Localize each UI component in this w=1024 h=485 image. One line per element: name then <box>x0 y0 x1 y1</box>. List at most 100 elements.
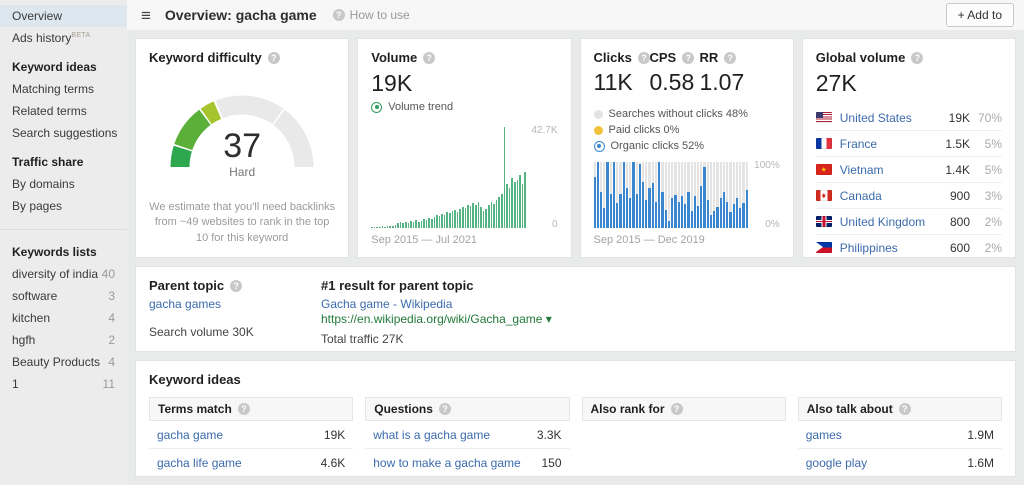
sidebar-item-related-terms[interactable]: Related terms <box>12 104 87 118</box>
clicks-title: Clicks <box>593 50 632 65</box>
help-icon[interactable]: ? <box>230 279 243 292</box>
list-count: 40 <box>101 267 115 281</box>
help-icon: ? <box>332 9 345 21</box>
parent-topic-card: Parent topic ? gacha games Search volume… <box>135 266 1016 352</box>
parent-topic-link[interactable]: gacha games <box>149 297 222 311</box>
also-rank-for-column: Also rank for ? <box>581 397 786 476</box>
sidebar-list-item[interactable]: 1 11 <box>0 373 127 395</box>
sidebar-item-overview[interactable]: Overview <box>0 5 127 27</box>
volume-axis-max: 42.7K <box>531 125 558 136</box>
help-icon[interactable]: ? <box>237 403 250 415</box>
country-link[interactable]: United States <box>839 110 912 125</box>
keyword-link[interactable]: games <box>805 428 842 442</box>
how-to-use-link[interactable]: ? How to use <box>332 8 410 22</box>
country-pct: 5% <box>984 162 1002 177</box>
sidebar-list-item[interactable]: software 3 <box>0 285 127 307</box>
help-icon[interactable]: ? <box>423 51 436 64</box>
result-url-link[interactable]: https://en.wikipedia.org/wiki/Gacha_game <box>321 312 543 326</box>
kd-gauge-center: 37 Hard <box>154 129 330 179</box>
list-count: 4 <box>108 311 115 325</box>
add-to-button[interactable]: + Add to <box>945 3 1014 27</box>
list-label: kitchen <box>12 311 51 325</box>
metrics-row: Keyword difficulty ? 37 Hard We estimate… <box>135 38 1016 258</box>
volume-value: 19K <box>371 70 413 96</box>
list-count: 4 <box>108 355 115 369</box>
list-label: hgfh <box>12 333 36 347</box>
keyword-link[interactable]: how to make a gacha game <box>373 456 521 470</box>
kd-label: Hard <box>229 165 256 179</box>
help-icon[interactable]: ? <box>682 51 695 64</box>
country-link[interactable]: United Kingdom <box>839 214 926 229</box>
sidebar-item-by-pages[interactable]: By pages <box>12 199 63 213</box>
list-label: diversity of india <box>12 267 99 281</box>
list-count: 2 <box>108 333 115 347</box>
volume-date-range: Sep 2015 — Jul 2021 <box>371 234 478 246</box>
sidebar-item-by-domains[interactable]: By domains <box>12 177 75 191</box>
country-link[interactable]: France <box>839 136 878 151</box>
legend-searches-without-clicks: Searches without clicks 48% <box>593 108 780 120</box>
help-icon[interactable]: ? <box>911 51 924 64</box>
sidebar-list-item[interactable]: Beauty Products 4 <box>0 351 127 373</box>
beta-badge: BETA <box>71 32 91 39</box>
column-header: Also rank for ? <box>581 397 786 421</box>
volume-card: Volume ? 19K Volume trend 42.7K 0 Sep 20… <box>357 38 572 258</box>
help-icon[interactable]: ? <box>670 403 683 415</box>
keyword-difficulty-card: Keyword difficulty ? 37 Hard We estimate… <box>135 38 350 258</box>
keyword-volume: 1.6M <box>967 456 994 470</box>
sidebar-item-matching-terms[interactable]: Matching terms <box>12 82 95 96</box>
rr-title-row: RR ? <box>700 50 750 65</box>
clicks-axis-max: 100% <box>754 160 780 171</box>
sidebar-item-ads-history[interactable]: Ads historyBETA <box>0 27 127 49</box>
hamburger-menu-icon[interactable]: ≡ <box>141 5 151 25</box>
sidebar-header-keywords-lists: Keywords lists <box>12 245 97 259</box>
keyword-ideas-title: Keyword ideas <box>149 372 241 387</box>
result-page-link[interactable]: Gacha game - Wikipedia <box>321 297 453 311</box>
us-flag-icon <box>815 112 832 123</box>
kd-gauge-svg <box>170 95 314 168</box>
clicks-card: Clicks ? CPS ? RR ? 11K 0.58 1.07 <box>579 38 794 258</box>
column-header: Questions ? <box>365 397 570 421</box>
column-header: Also talk about ? <box>797 397 1002 421</box>
sidebar-header-keyword-ideas: Keyword ideas <box>12 60 97 74</box>
volume-title: Volume <box>371 50 418 65</box>
help-icon[interactable]: ? <box>724 51 737 64</box>
url-caret-down-icon[interactable]: ▾ <box>545 312 552 326</box>
keyword-volume: 1.9M <box>967 428 994 442</box>
sidebar-list-item[interactable]: diversity of india 40 <box>0 263 127 285</box>
sidebar-list-item[interactable]: hgfh 2 <box>0 329 127 351</box>
country-row: United States 19K 70% <box>815 105 1002 131</box>
country-link[interactable]: Vietnam <box>839 162 884 177</box>
sidebar-list-item[interactable]: kitchen 4 <box>0 307 127 329</box>
cps-title: CPS <box>649 50 677 65</box>
list-label: software <box>12 289 58 303</box>
keyword-link[interactable]: what is a gacha game <box>373 428 490 442</box>
help-icon[interactable]: ? <box>267 51 280 64</box>
philippines-flag-icon <box>815 242 832 253</box>
card-title-row: Parent topic ? <box>149 278 321 293</box>
kd-gauge: 37 Hard <box>154 79 330 179</box>
topbar: ≡ Overview: gacha game ? How to use + Ad… <box>127 0 1024 30</box>
country-pct: 70% <box>977 110 1002 125</box>
kd-value: 37 <box>223 127 262 165</box>
keyword-link[interactable]: gacha game <box>157 428 224 442</box>
country-link[interactable]: Canada <box>839 188 882 203</box>
volume-trend-dot-icon <box>371 101 383 113</box>
help-icon[interactable]: ? <box>637 51 650 64</box>
sidebar-item-search-suggestions[interactable]: Search suggestions <box>12 126 118 140</box>
sidebar-divider <box>0 229 127 230</box>
country-volume: 19K <box>948 110 970 125</box>
volume-legend: Volume trend <box>371 101 557 113</box>
keyword-row: what is a gacha game 3.3K <box>365 421 570 449</box>
keyword-volume: 19K <box>323 428 346 442</box>
keyword-link[interactable]: gacha life game <box>157 456 242 470</box>
help-icon[interactable]: ? <box>898 403 911 415</box>
country-row: France 1.5K 5% <box>815 131 1002 157</box>
clicks-bars <box>593 162 748 228</box>
cps-value: 0.58 <box>649 69 695 95</box>
vietnam-flag-icon <box>815 164 832 175</box>
country-link[interactable]: Philippines <box>839 240 898 255</box>
help-icon[interactable]: ? <box>438 403 451 415</box>
keyword-row: google play 1.6M <box>798 449 1002 476</box>
keyword-link[interactable]: google play <box>805 456 868 470</box>
clicks-chart: 100% 0% <box>593 160 780 230</box>
